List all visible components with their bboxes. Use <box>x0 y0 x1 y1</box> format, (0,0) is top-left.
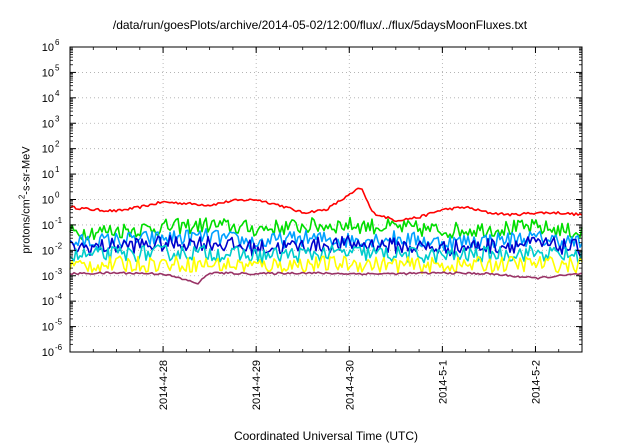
y-tick-label: 10 <box>42 195 54 207</box>
y-axis-label: protons/cm2-s-sr-MeV <box>18 146 33 253</box>
y-tick-exponent: 1 <box>55 165 60 174</box>
y-axis-label-sup: 2 <box>17 194 27 200</box>
x-tick-label: 2014-4-29 <box>251 360 263 410</box>
y-tick-label: 10 <box>42 169 54 181</box>
y-tick-label: 10 <box>42 271 54 283</box>
x-tick-label: 2014-5-2 <box>530 360 542 404</box>
grid <box>70 47 582 352</box>
y-tick-exponent: -5 <box>55 318 63 327</box>
y-tick-label: 10 <box>42 93 54 105</box>
y-axis-label-prefix: protons/cm <box>20 199 33 254</box>
y-tick-exponent: 6 <box>55 38 60 47</box>
x-tick-label: 2014-5-1 <box>437 360 449 404</box>
series-group <box>69 187 583 285</box>
y-tick-label: 10 <box>42 296 54 308</box>
y-tick-label: 10 <box>42 245 54 257</box>
y-tick-exponent: 5 <box>55 63 60 72</box>
series-line-4 <box>69 234 583 257</box>
x-axis-label: Coordinated Universal Time (UTC) <box>233 429 419 443</box>
y-tick-label: 10 <box>42 347 54 359</box>
series-line-7 <box>69 271 583 285</box>
axis-ticks: 10 -610 -510 -410 -310 -210 -110 010 110 210 310 41… <box>42 38 583 410</box>
y-tick-exponent: 4 <box>55 89 60 98</box>
y-tick-exponent: 0 <box>55 191 60 200</box>
y-tick-exponent: 3 <box>55 114 60 123</box>
y-axis-label-suffix: -s-sr-MeV <box>20 146 33 195</box>
y-tick-label: 10 <box>42 67 54 79</box>
series-line-3 <box>69 228 583 251</box>
series-line-1 <box>69 187 583 223</box>
y-tick-exponent: -6 <box>55 343 63 352</box>
y-tick-exponent: -2 <box>55 241 63 250</box>
y-tick-exponent: -1 <box>55 216 63 225</box>
y-tick-label: 10 <box>42 322 54 334</box>
y-tick-label: 10 <box>42 144 54 156</box>
x-tick-label: 2014-4-30 <box>344 360 356 410</box>
y-tick-exponent: -3 <box>55 267 63 276</box>
y-tick-exponent: 2 <box>55 140 60 149</box>
series-line-5 <box>69 244 583 265</box>
series-line-6 <box>69 255 583 275</box>
y-tick-label: 10 <box>42 118 54 130</box>
y-tick-label: 10 <box>42 42 54 54</box>
chart-title: /data/run/goesPlots/archive/2014-05-02/1… <box>112 18 528 32</box>
x-tick-label: 2014-4-28 <box>158 360 170 410</box>
y-tick-label: 10 <box>42 220 54 232</box>
y-tick-exponent: -4 <box>55 292 63 301</box>
